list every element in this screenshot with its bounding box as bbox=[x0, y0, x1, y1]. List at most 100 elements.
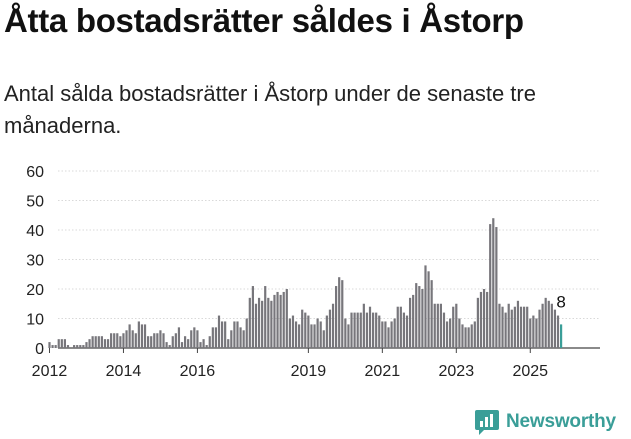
bar bbox=[88, 339, 91, 348]
x-tick-label: 2025 bbox=[512, 363, 548, 380]
bar bbox=[294, 321, 298, 348]
bar bbox=[156, 333, 159, 348]
bar bbox=[433, 303, 436, 348]
bar bbox=[384, 321, 387, 348]
bar bbox=[365, 312, 369, 348]
bar bbox=[85, 342, 88, 348]
bar-latest bbox=[559, 324, 563, 348]
bar bbox=[473, 321, 476, 348]
bar bbox=[304, 312, 307, 348]
bar bbox=[362, 303, 365, 348]
bar bbox=[467, 327, 470, 348]
newsworthy-logo-icon bbox=[475, 410, 499, 435]
bar bbox=[288, 318, 291, 348]
bar bbox=[470, 324, 473, 348]
bar bbox=[79, 345, 82, 348]
bar bbox=[168, 345, 171, 348]
bar bbox=[412, 294, 415, 348]
bar bbox=[489, 224, 492, 348]
bar bbox=[279, 294, 282, 348]
bar bbox=[57, 339, 60, 348]
bar bbox=[174, 333, 177, 348]
y-tick-label: 40 bbox=[26, 223, 44, 240]
bar bbox=[291, 315, 295, 348]
bar bbox=[458, 318, 461, 348]
bar bbox=[233, 321, 236, 348]
bar bbox=[421, 289, 424, 348]
bar bbox=[516, 300, 520, 348]
bar bbox=[100, 336, 103, 348]
bar bbox=[298, 324, 301, 348]
bar bbox=[449, 318, 452, 348]
bar bbox=[476, 297, 479, 348]
bar bbox=[261, 300, 264, 348]
bar bbox=[335, 286, 338, 348]
bar bbox=[270, 300, 273, 348]
bar bbox=[248, 297, 251, 348]
bar bbox=[445, 321, 449, 348]
bar bbox=[177, 327, 181, 348]
bar bbox=[150, 336, 153, 348]
bar bbox=[544, 297, 547, 348]
bar bbox=[535, 318, 538, 348]
bar bbox=[498, 303, 501, 348]
bar bbox=[143, 324, 147, 348]
bar bbox=[276, 291, 279, 348]
bar bbox=[153, 333, 156, 348]
x-tick-label: 2019 bbox=[291, 363, 327, 380]
bar bbox=[486, 291, 489, 348]
bar bbox=[356, 312, 359, 348]
bar bbox=[125, 330, 128, 348]
bar bbox=[106, 339, 110, 348]
x-tick-label: 2012 bbox=[32, 363, 68, 380]
bar bbox=[54, 345, 57, 348]
bar bbox=[353, 312, 356, 348]
bar bbox=[245, 318, 248, 348]
bar bbox=[116, 333, 119, 348]
bar bbox=[224, 321, 227, 348]
bar bbox=[399, 306, 402, 348]
bar bbox=[526, 306, 529, 348]
bar bbox=[214, 327, 218, 348]
bar bbox=[427, 271, 430, 348]
bar bbox=[316, 318, 319, 348]
bar bbox=[519, 306, 523, 348]
bar bbox=[273, 294, 276, 348]
bar bbox=[328, 309, 332, 348]
bar bbox=[368, 306, 372, 348]
bar bbox=[97, 336, 100, 348]
bar bbox=[230, 330, 233, 348]
brand-logo: Newsworthy bbox=[474, 405, 616, 439]
bar bbox=[538, 309, 541, 348]
y-tick-label: 20 bbox=[26, 282, 44, 299]
bar bbox=[393, 318, 396, 348]
y-tick-label: 60 bbox=[26, 164, 44, 181]
bar bbox=[375, 312, 378, 348]
bar bbox=[556, 315, 560, 348]
bar bbox=[301, 309, 304, 348]
bar bbox=[196, 330, 199, 348]
bar bbox=[492, 218, 495, 348]
data-labels: 8 bbox=[556, 292, 565, 311]
bar bbox=[436, 303, 439, 348]
bar bbox=[140, 324, 144, 348]
bar bbox=[338, 277, 341, 348]
bar bbox=[510, 309, 513, 348]
y-tick-label: 0 bbox=[35, 341, 44, 358]
bar bbox=[344, 318, 347, 348]
bar bbox=[553, 309, 557, 348]
bar bbox=[371, 312, 375, 348]
bar bbox=[211, 327, 214, 348]
bar bbox=[430, 280, 433, 348]
bar bbox=[482, 289, 486, 348]
bar bbox=[202, 339, 205, 348]
x-tick-label: 2023 bbox=[439, 363, 475, 380]
bar bbox=[257, 297, 261, 348]
brand-name: Newsworthy bbox=[506, 411, 616, 432]
bar bbox=[91, 336, 94, 348]
bar bbox=[541, 303, 544, 348]
bar bbox=[51, 345, 54, 348]
bar bbox=[550, 303, 553, 348]
bar bbox=[347, 324, 350, 348]
y-tick-label: 50 bbox=[26, 194, 44, 211]
